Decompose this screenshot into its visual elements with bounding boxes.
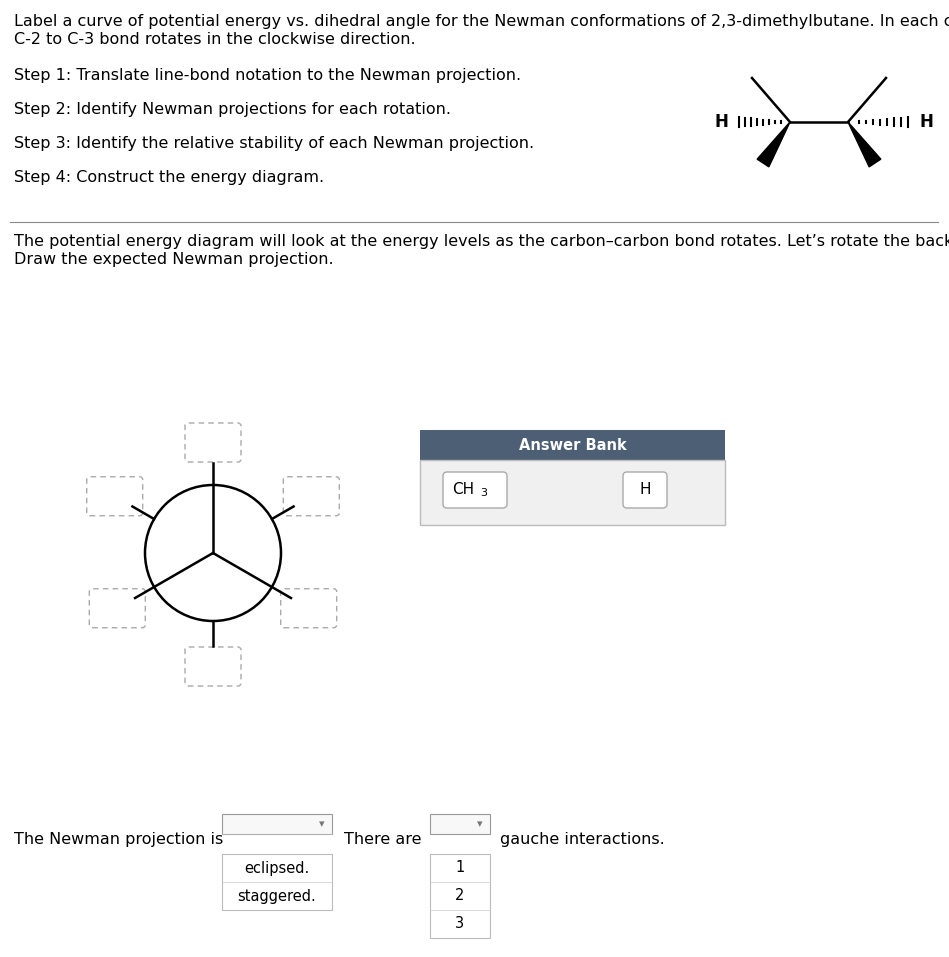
- Text: Draw the expected Newman projection.: Draw the expected Newman projection.: [14, 252, 334, 267]
- FancyBboxPatch shape: [623, 472, 667, 508]
- FancyBboxPatch shape: [284, 477, 340, 516]
- Text: H: H: [640, 482, 651, 498]
- FancyBboxPatch shape: [443, 472, 507, 508]
- FancyBboxPatch shape: [420, 460, 725, 525]
- FancyBboxPatch shape: [86, 477, 142, 516]
- FancyBboxPatch shape: [89, 589, 145, 628]
- Text: Answer Bank: Answer Bank: [518, 437, 626, 453]
- Text: Step 3: Identify the relative stability of each Newman projection.: Step 3: Identify the relative stability …: [14, 136, 534, 151]
- Text: Step 2: Identify Newman projections for each rotation.: Step 2: Identify Newman projections for …: [14, 102, 451, 117]
- FancyBboxPatch shape: [185, 423, 241, 462]
- Text: H: H: [715, 113, 728, 131]
- Text: 1: 1: [456, 860, 465, 876]
- Text: CH: CH: [452, 482, 474, 498]
- Text: Step 4: Construct the energy diagram.: Step 4: Construct the energy diagram.: [14, 170, 325, 185]
- Text: ▾: ▾: [477, 819, 483, 829]
- Text: C-2 to C-3 bond rotates in the clockwise direction.: C-2 to C-3 bond rotates in the clockwise…: [14, 32, 416, 47]
- FancyBboxPatch shape: [430, 814, 490, 834]
- Text: There are: There are: [344, 832, 421, 847]
- Text: 3: 3: [456, 917, 465, 931]
- FancyBboxPatch shape: [430, 854, 490, 938]
- Text: H: H: [920, 113, 934, 131]
- Text: Label a curve of potential energy vs. dihedral angle for the Newman conformation: Label a curve of potential energy vs. di…: [14, 14, 949, 29]
- FancyBboxPatch shape: [185, 647, 241, 686]
- FancyBboxPatch shape: [281, 589, 337, 628]
- FancyBboxPatch shape: [222, 814, 332, 834]
- Text: The Newman projection is: The Newman projection is: [14, 832, 223, 847]
- Text: ▾: ▾: [319, 819, 325, 829]
- Text: gauche interactions.: gauche interactions.: [500, 832, 664, 847]
- Text: Step 1: Translate line-bond notation to the Newman projection.: Step 1: Translate line-bond notation to …: [14, 68, 521, 83]
- Polygon shape: [757, 122, 790, 167]
- Text: The potential energy diagram will look at the energy levels as the carbon–carbon: The potential energy diagram will look a…: [14, 234, 949, 249]
- Text: eclipsed.: eclipsed.: [245, 860, 309, 876]
- Polygon shape: [848, 122, 881, 167]
- FancyBboxPatch shape: [420, 430, 725, 460]
- Text: staggered.: staggered.: [237, 888, 316, 903]
- Text: 2: 2: [456, 888, 465, 903]
- Text: 3: 3: [480, 488, 487, 498]
- FancyBboxPatch shape: [222, 854, 332, 910]
